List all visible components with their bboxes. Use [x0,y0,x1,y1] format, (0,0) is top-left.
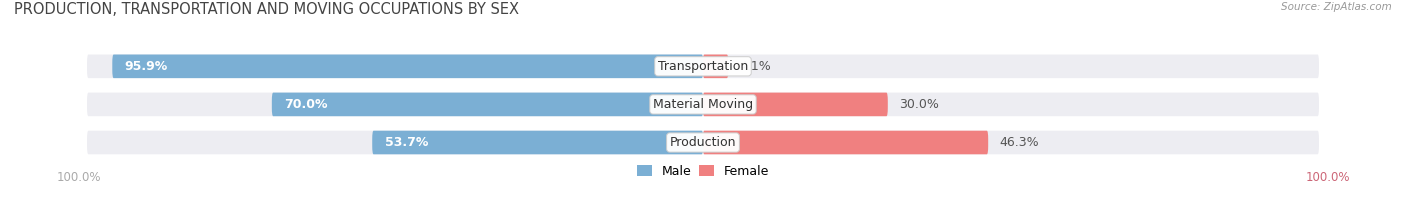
Text: 95.9%: 95.9% [125,60,167,73]
Text: Transportation: Transportation [658,60,748,73]
Text: 46.3%: 46.3% [1000,136,1039,149]
FancyBboxPatch shape [87,131,1319,154]
Text: PRODUCTION, TRANSPORTATION AND MOVING OCCUPATIONS BY SEX: PRODUCTION, TRANSPORTATION AND MOVING OC… [14,2,519,17]
Legend: Male, Female: Male, Female [631,160,775,183]
FancyBboxPatch shape [271,93,703,116]
Text: Source: ZipAtlas.com: Source: ZipAtlas.com [1281,2,1392,12]
FancyBboxPatch shape [112,55,703,78]
Text: 4.1%: 4.1% [740,60,770,73]
Text: 100.0%: 100.0% [1305,171,1350,184]
Text: Material Moving: Material Moving [652,98,754,111]
Text: 100.0%: 100.0% [56,171,101,184]
Text: 53.7%: 53.7% [385,136,427,149]
FancyBboxPatch shape [703,131,988,154]
FancyBboxPatch shape [703,55,728,78]
FancyBboxPatch shape [373,131,703,154]
FancyBboxPatch shape [87,55,1319,78]
Text: 70.0%: 70.0% [284,98,328,111]
Text: Production: Production [669,136,737,149]
FancyBboxPatch shape [87,93,1319,116]
Text: 30.0%: 30.0% [898,98,939,111]
FancyBboxPatch shape [703,93,887,116]
